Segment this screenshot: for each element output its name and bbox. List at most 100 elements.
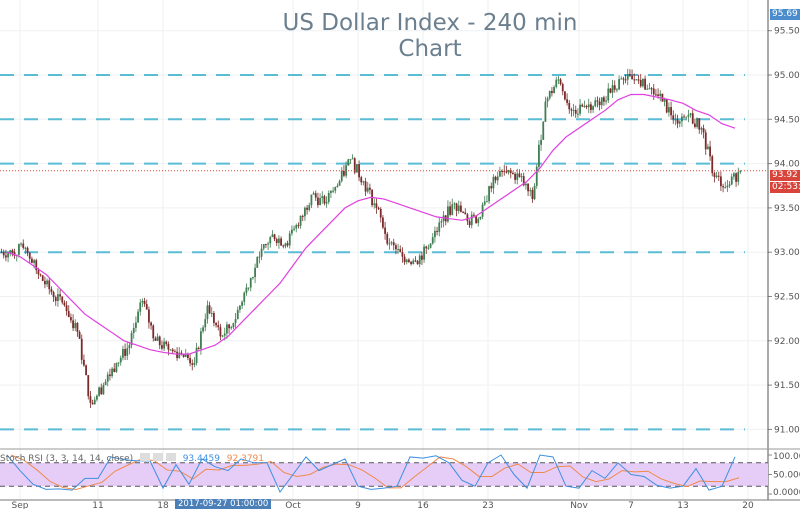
candle-body bbox=[709, 146, 711, 157]
candle-body bbox=[520, 176, 523, 178]
candle-body bbox=[681, 116, 683, 122]
high-price-tag: 95.69 bbox=[770, 9, 800, 20]
candle-body bbox=[639, 79, 642, 87]
candle-body bbox=[295, 225, 298, 229]
candle-body bbox=[26, 247, 29, 253]
stoch-y-tick-label: 0.0000 bbox=[773, 488, 800, 498]
candle-body bbox=[347, 159, 350, 166]
candle-body bbox=[616, 89, 618, 91]
candle-body bbox=[425, 246, 428, 249]
candle-body bbox=[525, 183, 527, 186]
candle-body bbox=[739, 170, 742, 173]
candle-body bbox=[169, 349, 172, 351]
candle-body bbox=[150, 322, 152, 326]
candle-body bbox=[707, 146, 709, 150]
candle-body bbox=[226, 324, 228, 334]
candle-body bbox=[382, 217, 384, 228]
indicator-hide-icon[interactable] bbox=[152, 453, 163, 461]
candle-body bbox=[124, 349, 126, 356]
candle-body bbox=[527, 183, 529, 192]
candle-body bbox=[180, 352, 183, 355]
y-tick-label: 91.50 bbox=[774, 381, 800, 391]
candle-body bbox=[193, 362, 196, 365]
candle-body bbox=[80, 338, 83, 360]
candle-body bbox=[668, 107, 670, 113]
candle-body bbox=[494, 176, 497, 181]
candle-body bbox=[288, 233, 291, 246]
candle-body bbox=[156, 336, 159, 341]
candle-body bbox=[462, 211, 464, 213]
y-tick-label: 95.50 bbox=[774, 27, 800, 37]
candle-body bbox=[165, 341, 168, 345]
candle-body bbox=[46, 280, 48, 285]
candle-body bbox=[388, 243, 391, 245]
candle-body bbox=[39, 274, 42, 276]
stoch-k-line bbox=[6, 454, 736, 494]
indicator-settings-icon[interactable] bbox=[140, 453, 151, 461]
candle-body bbox=[28, 252, 31, 259]
candle-body bbox=[421, 255, 423, 260]
candle-body bbox=[20, 243, 22, 245]
stoch-y-tick-label: 50.0000 bbox=[773, 471, 800, 481]
candle-body bbox=[501, 171, 503, 173]
candle-body bbox=[254, 267, 256, 278]
candle-body bbox=[243, 292, 246, 302]
candle-body bbox=[54, 297, 57, 302]
candle-body bbox=[377, 207, 380, 209]
candle-body bbox=[622, 78, 625, 80]
candle-body bbox=[314, 193, 317, 198]
candle-body bbox=[392, 242, 395, 246]
candle-body bbox=[512, 172, 514, 174]
candle-body bbox=[128, 345, 131, 349]
candle-body bbox=[724, 187, 727, 189]
candle-body bbox=[284, 243, 287, 247]
candle-body bbox=[104, 381, 107, 386]
candle-body bbox=[453, 203, 456, 205]
candle-body bbox=[70, 317, 72, 321]
candle-body bbox=[408, 259, 410, 262]
candle-body bbox=[332, 190, 334, 192]
candle-body bbox=[449, 206, 451, 215]
candle-body bbox=[427, 247, 430, 249]
y-tick-label: 92.00 bbox=[774, 337, 800, 347]
candle-body bbox=[67, 311, 70, 318]
candle-body bbox=[581, 104, 584, 107]
candle-body bbox=[106, 374, 109, 382]
candle-body bbox=[215, 322, 217, 326]
indicator-close-icon[interactable] bbox=[165, 453, 176, 461]
candle-body bbox=[63, 302, 66, 306]
candle-body bbox=[286, 243, 289, 246]
candle-body bbox=[145, 304, 148, 310]
candle-body bbox=[531, 190, 534, 200]
candle-body bbox=[685, 116, 688, 118]
candle-body bbox=[507, 170, 510, 173]
x-tick-label: 20 bbox=[742, 501, 754, 509]
candle-body bbox=[555, 79, 558, 87]
candle-body bbox=[650, 88, 653, 90]
candle-body bbox=[375, 203, 378, 208]
candle-body bbox=[665, 99, 668, 113]
indicator-legend[interactable]: Stoch RSI (3, 3, 14, 14, close) 93.4459 … bbox=[0, 453, 264, 464]
y-tick-label: 91.00 bbox=[774, 425, 800, 435]
candle-body bbox=[111, 368, 113, 377]
candle-body bbox=[252, 277, 254, 279]
candle-body bbox=[626, 74, 629, 80]
candle-body bbox=[275, 239, 278, 243]
candle-body bbox=[514, 173, 516, 180]
candle-body bbox=[122, 349, 124, 358]
candle-body bbox=[496, 176, 499, 181]
candle-body bbox=[241, 301, 243, 306]
candle-body bbox=[592, 106, 594, 110]
candle-body bbox=[247, 287, 250, 289]
candle-body bbox=[483, 201, 486, 205]
candle-body bbox=[356, 164, 358, 173]
y-tick-label: 95.00 bbox=[774, 71, 800, 81]
candle-body bbox=[646, 88, 649, 90]
candle-body bbox=[262, 244, 265, 249]
candle-body bbox=[245, 287, 248, 293]
candle-body bbox=[577, 113, 579, 115]
candle-body bbox=[217, 325, 220, 328]
y-tick-label: 94.00 bbox=[774, 160, 800, 170]
candle-body bbox=[349, 159, 352, 161]
